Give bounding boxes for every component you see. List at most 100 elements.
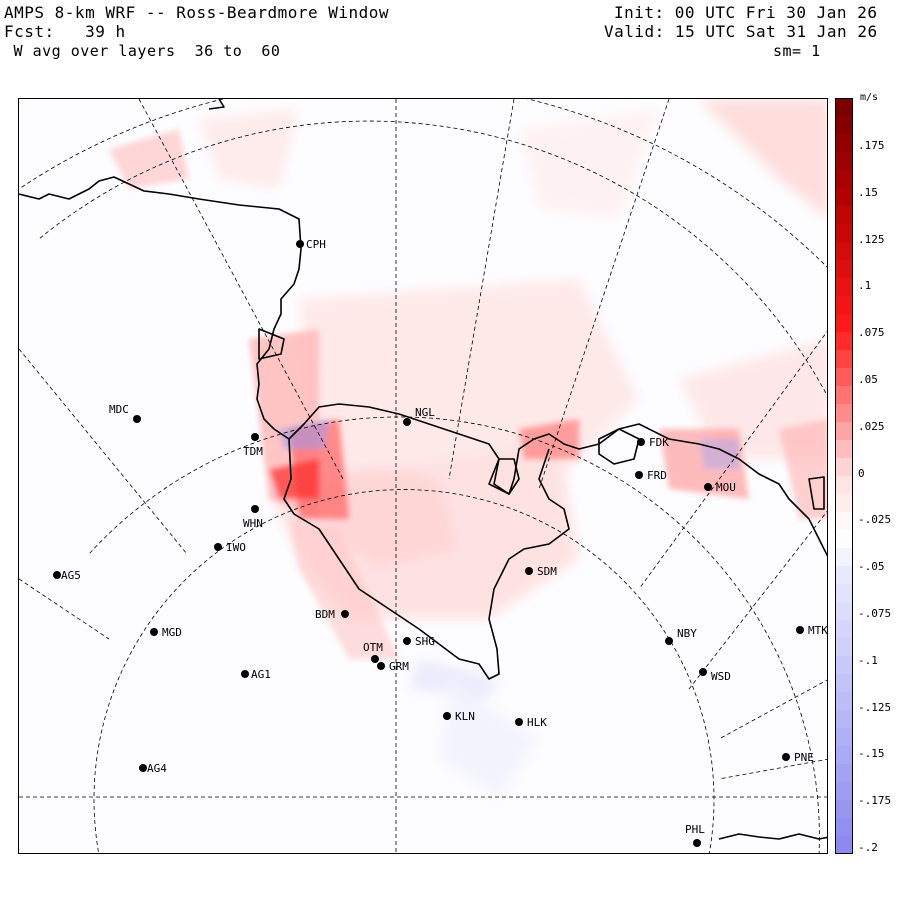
station-marker [699,668,707,676]
colorbar-band [835,764,853,783]
init-time: Init: 00 UTC Fri 30 Jan 26 [614,3,878,22]
colorbar-band [835,476,853,495]
colorbar-band [835,206,853,225]
colorbar-tick-label: 0 [858,466,865,480]
station-label: IWO [226,541,246,554]
station-marker [403,418,411,426]
colorbar-tick-label: -.15 [858,747,885,761]
station-label: FRD [647,469,667,482]
station-label: PNE [794,751,814,764]
station-marker [515,718,523,726]
colorbar-band [835,836,853,854]
station-label: AG5 [61,569,81,582]
station-label: TDM [243,445,263,458]
station-marker [241,670,249,678]
colorbar-band [835,566,853,585]
colorbar-band [835,278,853,297]
coastline [19,99,827,840]
colorbar-band [835,386,853,405]
station-marker [637,438,645,446]
colorbar-band [835,620,853,639]
station-marker [251,505,259,513]
colorbar-band [835,800,853,819]
station-cph: CPH [296,238,326,251]
station-wsd: WSD [699,668,731,683]
station-ag4: AG4 [139,762,167,775]
station-ag1: AG1 [241,668,271,681]
colorbar-tick-label: .175 [858,139,885,152]
station-sdm: SDM [525,565,557,578]
station-label: MOU [716,481,736,494]
station-label: AG1 [251,668,271,681]
station-mgd: MGD [150,626,182,639]
station-marker [665,637,673,645]
colorbar-tick-label: -.05 [858,560,885,574]
station-marker [403,637,411,645]
station-marker [133,415,141,423]
station-shg: SHG [403,635,435,648]
lat-lon-grid [19,99,827,853]
station-marker [782,753,790,761]
colorbar-band [835,170,853,189]
station-label: PHL [685,823,705,836]
colorbar-band [835,134,853,153]
station-marker [796,626,804,634]
station-marker [704,483,712,491]
colorbar-band [835,530,853,549]
station-mdc: MDC [109,403,141,423]
station-label: MGD [162,626,182,639]
station-bdm: BDM [315,608,349,621]
variable-description: W avg over layers 36 to 60 [4,42,281,60]
station-label: MTK [808,624,828,637]
colorbar-tick-label: .075 [858,326,885,340]
station-layer: CPH MDC TDM NGL FDK FRD MOU WHN IWO AG5 SDM BDM MGD S… [53,238,828,847]
colorbar-band [835,782,853,801]
station-ngl: NGL [403,406,435,426]
station-marker [341,610,349,618]
station-marker [443,712,451,720]
station-marker [53,571,61,579]
colorbar-tick-label: .1 [858,279,872,293]
colorbar-band [835,746,853,765]
colorbar-band [835,692,853,711]
station-whn: WHN [243,505,263,530]
station-fdk: FDK [637,436,669,449]
station-pne: PNE [782,751,814,764]
station-label: GRM [389,660,409,673]
colorbar-band [835,512,853,531]
colorbar-band [835,584,853,603]
colorbar-tick-label: -.075 [858,607,892,620]
colorbar-tick-label: -.175 [858,794,892,808]
colorbar-band [835,152,853,171]
colorbar-border [835,98,853,854]
station-label: OTM [363,641,383,654]
station-label: SHG [415,635,435,648]
colorbar-band [835,260,853,279]
colorbar-tick-label: .125 [858,232,885,246]
colorbar-tick-label: -.025 [858,513,892,527]
colorbar-band [835,422,853,441]
station-label: FDK [649,436,669,449]
station-marker [371,655,379,663]
colorbar-band [835,818,853,837]
station-marker [251,433,259,441]
colorbar-band [835,728,853,747]
station-ag5: AG5 [53,569,81,582]
station-label: NBY [677,627,697,640]
colorbar-band [835,116,853,135]
station-label: CPH [306,238,326,251]
station-label: HLK [527,716,547,729]
station-iwo: IWO [214,541,246,554]
colorbar-band [835,458,853,477]
station-label: AG4 [147,762,167,775]
colorbar-band [835,296,853,315]
colorbar-band [835,440,853,459]
smoothing-value: sm= 1 [773,42,821,60]
colorbar-band [835,332,853,351]
station-hlk: HLK [515,716,547,729]
station-mou: MOU [704,481,736,494]
colorbar-band [835,638,853,657]
station-phl: PHL [685,823,705,847]
station-marker [150,628,158,636]
colorbar-band [835,710,853,729]
